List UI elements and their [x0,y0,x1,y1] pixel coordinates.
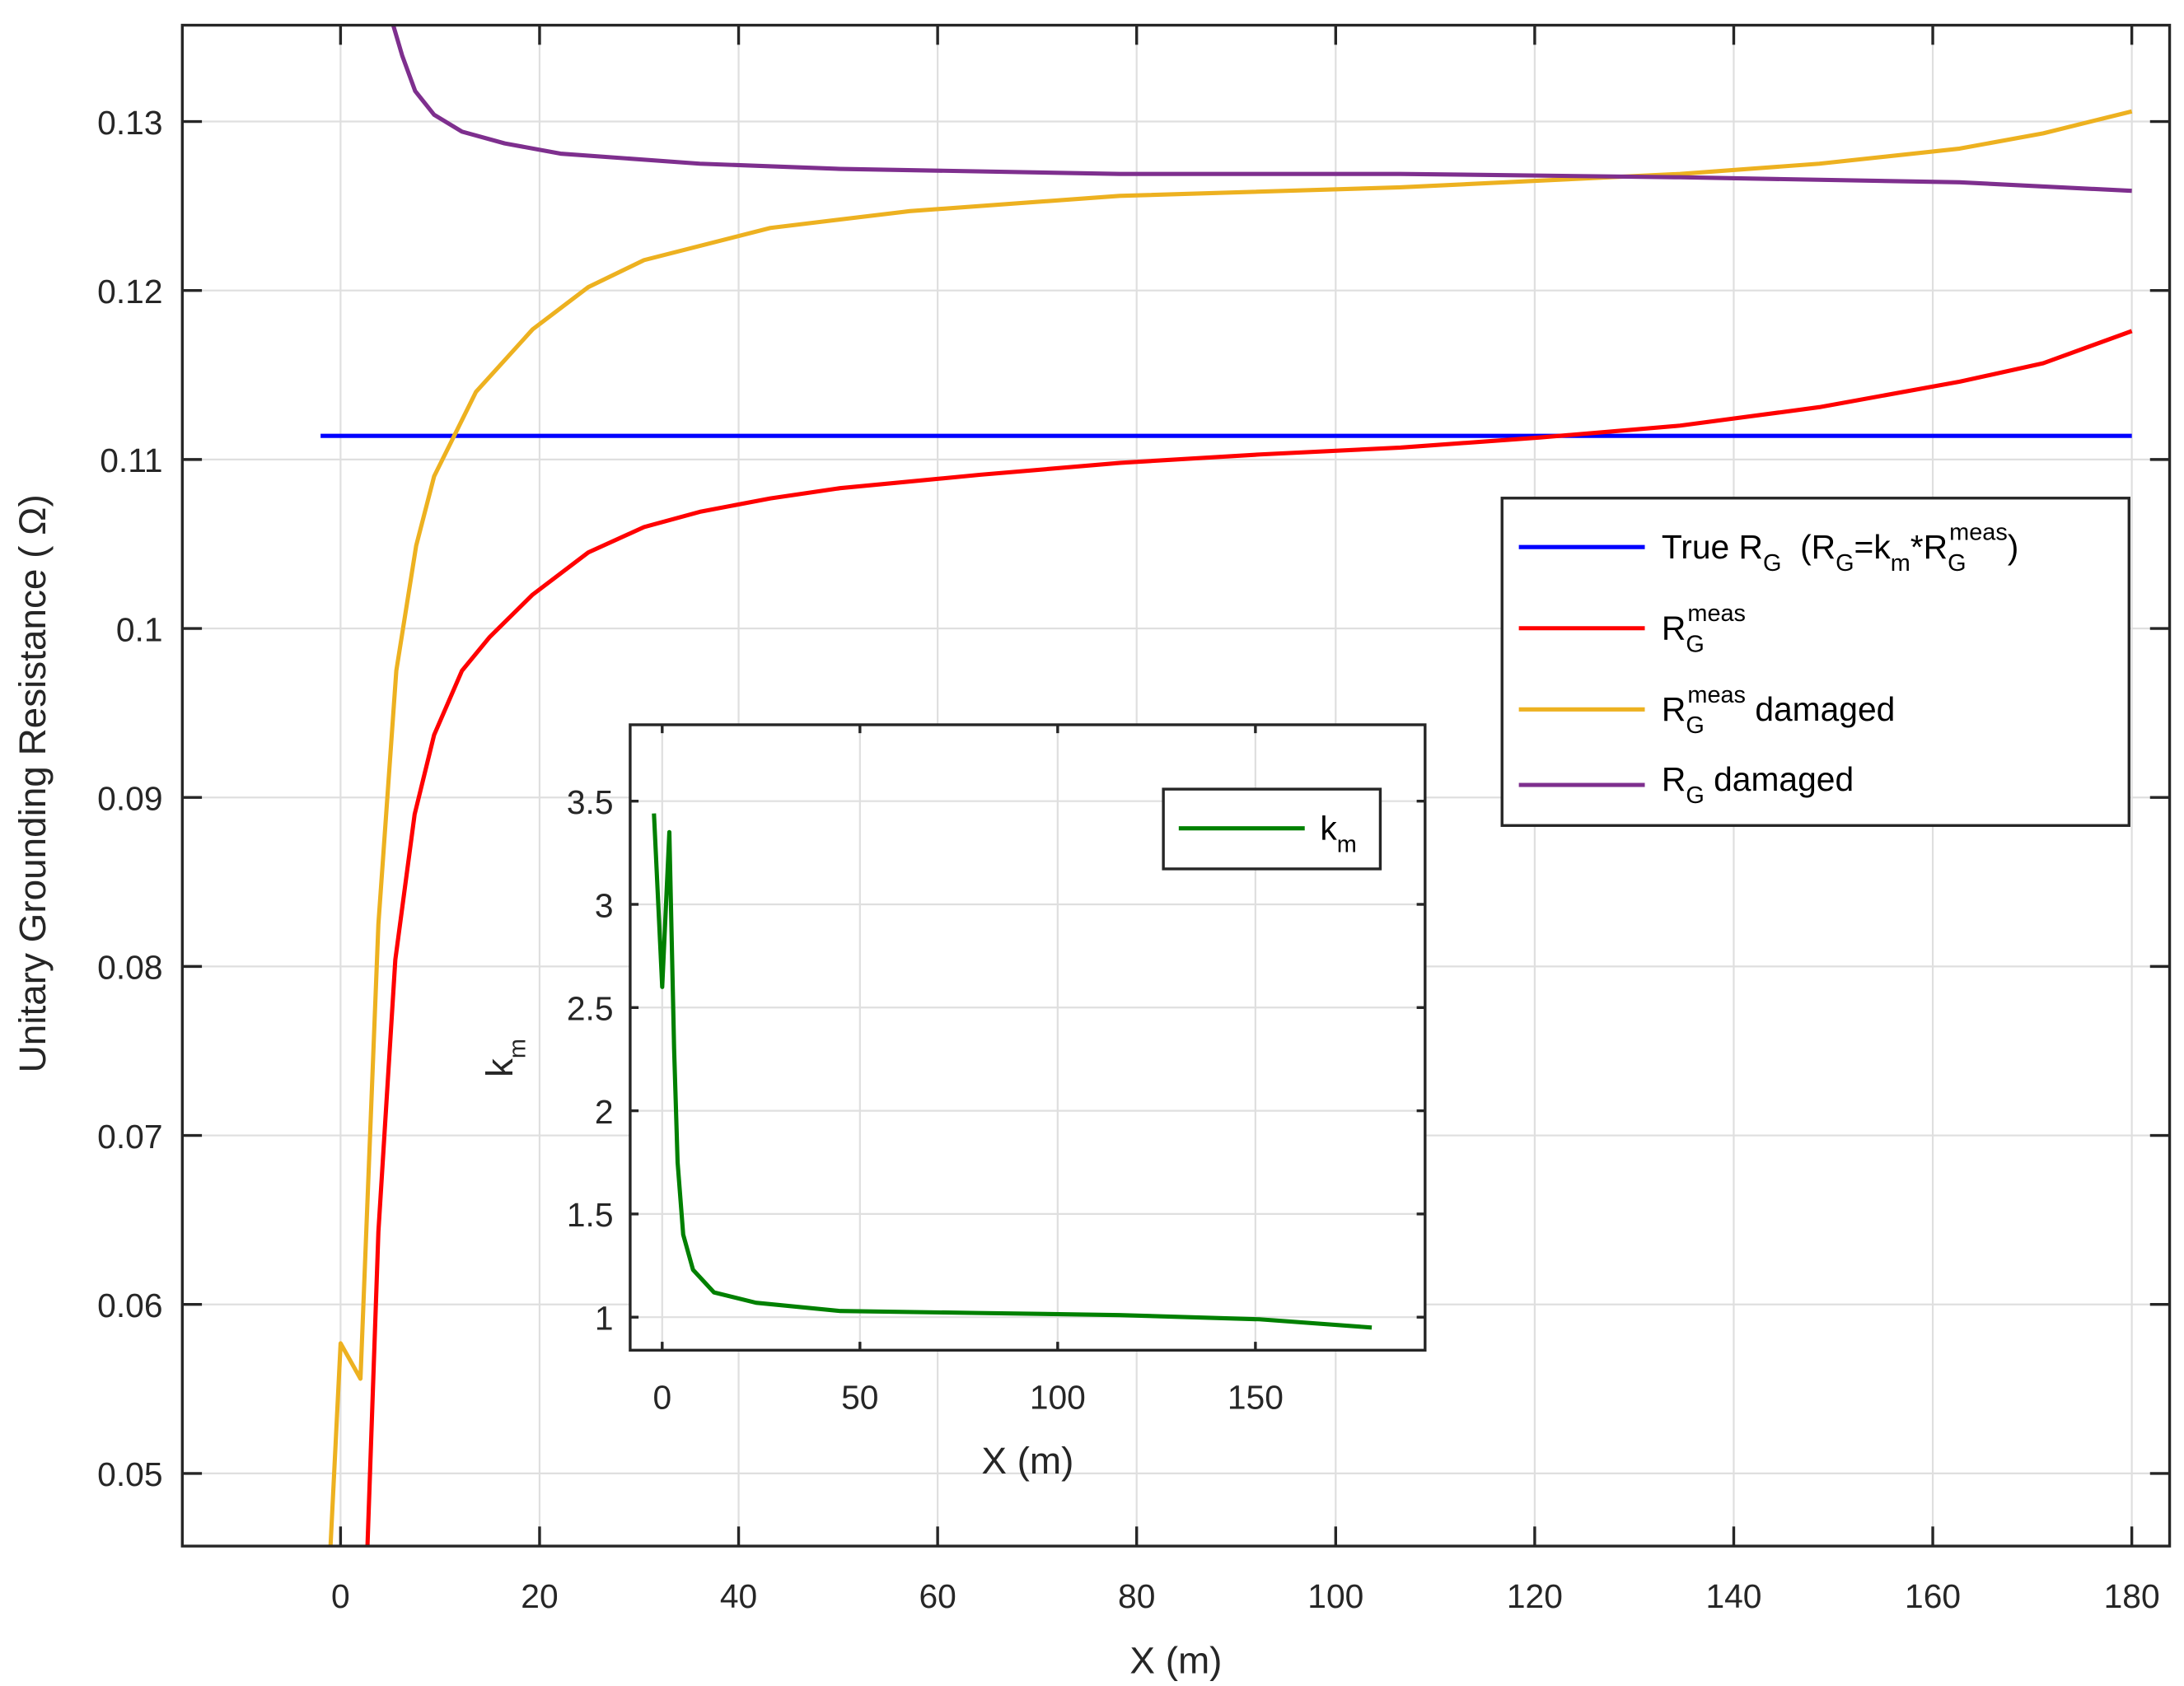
x-tick-label: 80 [1118,1577,1155,1615]
x-tick-label: 150 [1228,1379,1284,1417]
legend-item-rg-meas-damaged: RGmeas damaged [1518,682,1895,739]
y-tick-label: 0.06 [97,1287,162,1324]
series-line [365,329,2133,1547]
main-series-lines [320,25,2133,1547]
main-x-axis-title: X (m) [1129,1639,1222,1682]
inset-y-axis-title: km [478,1039,531,1077]
series-line [328,109,2133,1547]
legend-label-km: km [1320,809,1356,857]
x-tick-label: 20 [521,1577,558,1615]
legend-label-rg-meas-damaged: RGmeas damaged [1662,682,1895,739]
y-tick-label: 0.09 [97,780,162,818]
y-tick-label: 0.08 [97,949,162,987]
x-tick-label: 160 [1905,1577,1961,1615]
x-tick-label: 100 [1030,1379,1086,1417]
inset-plot-area: 0 50 100 150 1 1.5 2 2.5 3 3.5 X (m) km km [478,723,1427,1482]
legend-label-rg-damaged: RG damaged [1662,760,1854,809]
legend-item-rg-damaged: RG damaged [1518,760,1854,809]
legend-item-rg-meas: RGmeas [1518,600,1746,658]
x-tick-label: 140 [1705,1577,1761,1615]
y-tick-label: 0.05 [97,1455,162,1493]
inset-axes-box [629,723,1427,1352]
y-tick-label: 2.5 [567,990,614,1028]
x-tick-label: 50 [841,1379,878,1417]
main-axes-box [180,23,2172,1548]
x-tick-label: 100 [1307,1577,1363,1615]
inset-series-lines [652,813,1373,1330]
legend-item-true-rg: True RG (RG=km*RGmeas) [1518,520,2018,577]
y-tick-label: 0.11 [100,441,162,479]
y-tick-label: 3.5 [567,783,614,821]
inset-legend: km [1162,787,1382,871]
y-tick-label: 1.5 [567,1196,614,1234]
y-tick-label: 0.1 [116,610,163,648]
x-tick-label: 120 [1507,1577,1563,1615]
legend-label-rg-meas: RGmeas [1662,600,1746,657]
x-tick-label: 0 [652,1379,671,1417]
legend-label-true-rg: True RG (RG=km*RGmeas) [1662,520,2018,577]
inset-x-axis-title: X (m) [981,1439,1073,1482]
x-tick-label: 180 [2104,1577,2160,1615]
main-x-tick-labels: 0 20 40 60 80 100 120 140 160 180 [331,1577,2160,1615]
x-tick-label: 0 [331,1577,350,1615]
y-tick-label: 0.12 [97,273,162,311]
series-line [652,813,1373,1330]
x-tick-label: 60 [919,1577,956,1615]
y-tick-label: 0.13 [97,104,162,142]
series-line [391,25,2132,194]
x-tick-label: 40 [720,1577,757,1615]
inset-y-tick-labels: 1 1.5 2 2.5 3 3.5 [567,783,614,1338]
main-y-tick-labels: 0.05 0.06 0.07 0.08 0.09 0.1 0.11 0.12 0.13 [97,104,162,1493]
main-y-axis-title: Unitary Grounding Resistance ( Ω) [11,494,54,1072]
y-tick-label: 1 [595,1299,614,1337]
y-tick-label: 3 [595,886,614,924]
main-ticks [182,25,2170,1547]
y-tick-label: 2 [595,1093,614,1131]
y-tick-label: 0.07 [97,1118,162,1156]
main-legend: True RG (RG=km*RGmeas) RGmeas RGmeas dam… [1500,497,2130,827]
inset-x-tick-labels: 0 50 100 150 [652,1379,1283,1417]
inset-ticks [629,724,1425,1351]
